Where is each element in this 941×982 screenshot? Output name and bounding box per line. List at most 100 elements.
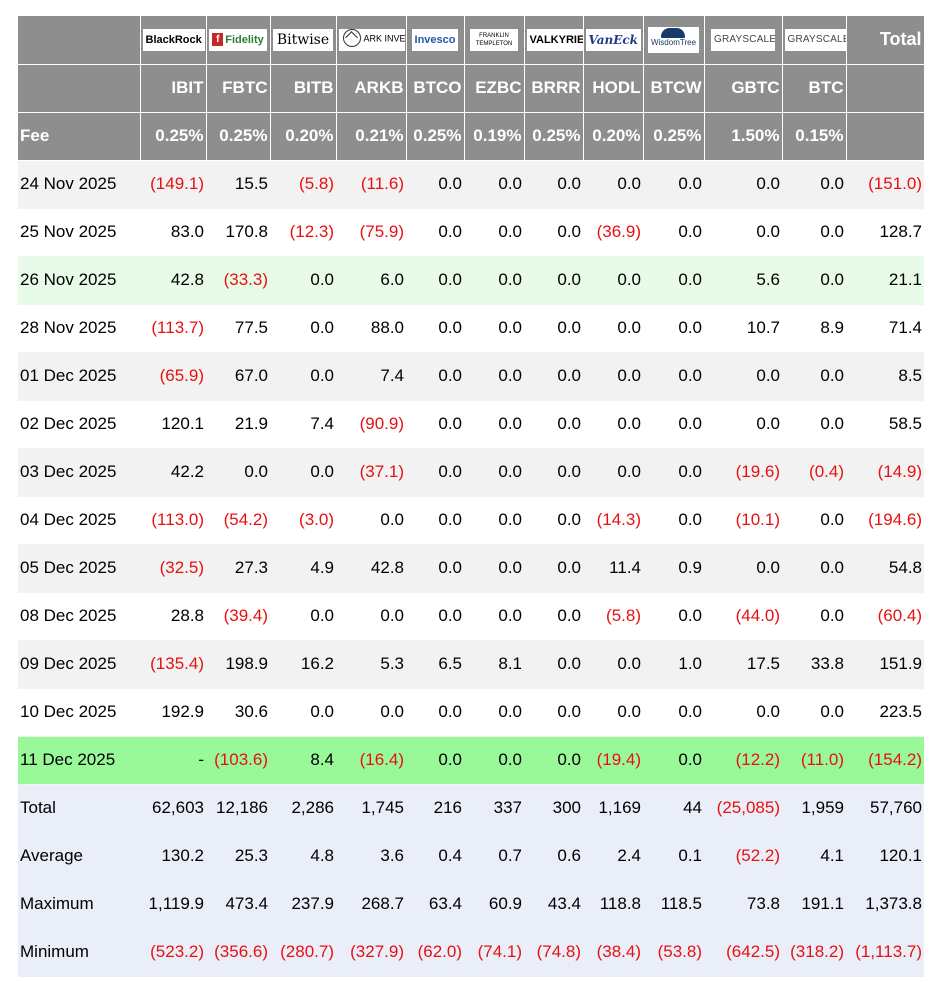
cell-total: 21.1 — [846, 256, 924, 305]
cell-btco: 0.0 — [406, 544, 464, 593]
cell-ibit: 120.1 — [140, 400, 206, 449]
tree-icon — [661, 27, 686, 38]
cell-ibit: 42.8 — [140, 256, 206, 305]
cell-total: (151.0) — [846, 160, 924, 209]
cell-ezbc: 8.1 — [464, 640, 524, 689]
cell-hodl: (36.9) — [583, 208, 643, 257]
cell-btcw: 0.0 — [643, 400, 704, 449]
fee-label: Fee — [18, 112, 141, 161]
cell-arkb: 0.0 — [336, 688, 406, 737]
cell-gbtc: 73.8 — [704, 880, 782, 929]
cell-ibit: (113.7) — [140, 304, 206, 353]
cell-hodl: 0.0 — [583, 640, 643, 689]
cell-bitb: 4.9 — [270, 544, 336, 593]
ticker-ezbc: EZBC — [464, 64, 525, 113]
cell-fbtc: 30.6 — [206, 688, 270, 737]
cell-btc: 0.0 — [782, 352, 846, 401]
cell-ibit: (149.1) — [140, 160, 206, 209]
cell-btcw: 0.1 — [643, 832, 704, 881]
row-date: 03 Dec 2025 — [18, 448, 140, 497]
franklin-templeton-logo: FRANKLIN TEMPLETON — [470, 28, 518, 51]
issuer-cell-bitwise: Bitwise — [270, 16, 337, 65]
cell-btcw: 0.0 — [643, 304, 704, 353]
cell-total: (194.6) — [846, 496, 924, 545]
cell-arkb: 0.0 — [336, 496, 406, 545]
cell-hodl: 0.0 — [583, 256, 643, 305]
table-row: 05 Dec 2025 (32.5) 27.3 4.9 42.8 0.0 0.0 0.0 11.… — [18, 544, 924, 593]
cell-ibit: 83.0 — [140, 208, 206, 257]
cell-hodl: (14.3) — [583, 496, 643, 545]
cell-bitb: 8.4 — [270, 736, 336, 785]
cell-btco: 0.0 — [406, 400, 464, 449]
cell-brrr: 0.0 — [524, 352, 583, 401]
cell-total: (60.4) — [846, 592, 924, 641]
cell-bitb: (280.7) — [270, 928, 336, 977]
cell-brrr: 0.0 — [524, 448, 583, 497]
cell-gbtc: 5.6 — [704, 256, 782, 305]
table-row: 04 Dec 2025 (113.0) (54.2) (3.0) 0.0 0.0 0.0 0.… — [18, 496, 924, 545]
blackrock-logo: BlackRock — [142, 28, 205, 51]
cell-bitb: (3.0) — [270, 496, 336, 545]
cell-btc: 0.0 — [782, 496, 846, 545]
cell-bitb: 4.8 — [270, 832, 336, 881]
cell-fbtc: (33.3) — [206, 256, 270, 305]
cell-btco: 0.0 — [406, 736, 464, 785]
cell-fbtc: 198.9 — [206, 640, 270, 689]
issuer-cell-grayscale-gbtc: GRAYSCALE — [704, 16, 783, 65]
issuer-cell-invesco: Invesco — [406, 16, 465, 65]
cell-ezbc: 337 — [464, 784, 524, 833]
ticker-bitb: BITB — [270, 64, 337, 113]
row-date: 11 Dec 2025 — [18, 736, 140, 785]
cell-ibit: (523.2) — [140, 928, 206, 977]
cell-btc: 4.1 — [782, 832, 846, 881]
cell-fbtc: (103.6) — [206, 736, 270, 785]
summary-row: Maximum 1,119.9 473.4 237.9 268.7 63.4 60.9 43.… — [18, 880, 924, 929]
wisdomtree-logo: WisdomTree — [647, 26, 700, 53]
row-date: 10 Dec 2025 — [18, 688, 140, 737]
summary-row: Minimum (523.2) (356.6) (280.7) (327.9) (62.0… — [18, 928, 924, 977]
cell-ezbc: 0.0 — [464, 208, 524, 257]
cell-btcw: 0.0 — [643, 352, 704, 401]
fee-hodl: 0.20% — [583, 112, 644, 161]
fee-ibit: 0.25% — [140, 112, 207, 161]
ticker-total-spacer — [846, 64, 925, 113]
cell-arkb: 6.0 — [336, 256, 406, 305]
cell-btc: (11.0) — [782, 736, 846, 785]
cell-fbtc: 12,186 — [206, 784, 270, 833]
row-date: 02 Dec 2025 — [18, 400, 140, 449]
grayscale-logo: GRAYSCALE — [711, 28, 775, 51]
cell-brrr: 0.0 — [524, 208, 583, 257]
cell-btcw: 0.0 — [643, 688, 704, 737]
cell-brrr: 300 — [524, 784, 583, 833]
cell-ezbc: 0.0 — [464, 592, 524, 641]
cell-btc: 8.9 — [782, 304, 846, 353]
summary-row: Total 62,603 12,186 2,286 1,745 216 337 300 1,16… — [18, 784, 924, 833]
cell-ibit: 1,119.9 — [140, 880, 206, 929]
cell-arkb: 1,745 — [336, 784, 406, 833]
cell-brrr: 0.0 — [524, 736, 583, 785]
cell-bitb: (12.3) — [270, 208, 336, 257]
cell-bitb: 2,286 — [270, 784, 336, 833]
cell-total: 58.5 — [846, 400, 924, 449]
cell-btc: 0.0 — [782, 256, 846, 305]
fee-arkb: 0.21% — [336, 112, 407, 161]
fee-fbtc: 0.25% — [206, 112, 271, 161]
ticker-row: IBIT FBTC BITB ARKB BTCO EZBC BRRR HODL BTCW GBTC… — [18, 64, 925, 113]
cell-btco: 0.0 — [406, 496, 464, 545]
ticker-hodl: HODL — [583, 64, 644, 113]
cell-brrr: 0.6 — [524, 832, 583, 881]
cell-hodl: 0.0 — [583, 688, 643, 737]
cell-ezbc: 0.0 — [464, 400, 524, 449]
cell-btco: (62.0) — [406, 928, 464, 977]
cell-fbtc: 0.0 — [206, 448, 270, 497]
cell-ibit: (113.0) — [140, 496, 206, 545]
cell-bitb: (5.8) — [270, 160, 336, 209]
cell-arkb: (11.6) — [336, 160, 406, 209]
cell-hodl: 0.0 — [583, 448, 643, 497]
cell-total: 223.5 — [846, 688, 924, 737]
ticker-fbtc: FBTC — [206, 64, 271, 113]
cell-gbtc: 17.5 — [704, 640, 782, 689]
cell-btc: (318.2) — [782, 928, 846, 977]
cell-arkb: (327.9) — [336, 928, 406, 977]
